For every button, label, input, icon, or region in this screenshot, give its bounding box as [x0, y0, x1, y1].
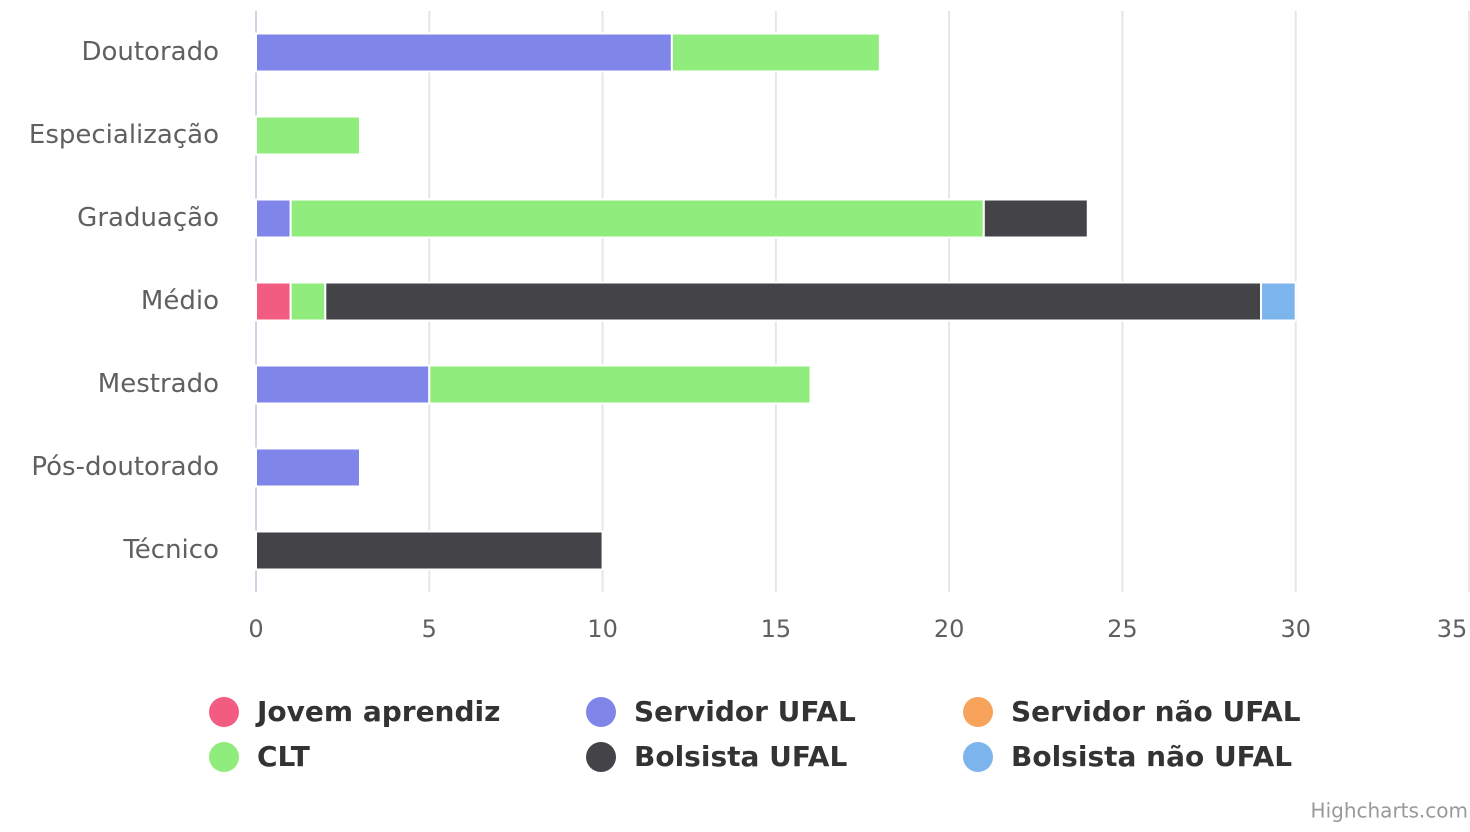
legend-label[interactable]: CLT — [257, 740, 310, 773]
credits[interactable]: Highcharts.com — [1311, 799, 1468, 823]
bar-segment — [1260, 281, 1297, 322]
x-tick-label: 30 — [1280, 615, 1311, 643]
legend-label[interactable]: Servidor não UFAL — [1011, 695, 1301, 728]
bar-segment — [255, 447, 361, 488]
y-tick-label: Doutorado — [81, 37, 219, 67]
bar-segment — [255, 530, 604, 571]
bar-segment — [982, 198, 1089, 239]
bar-segment — [255, 364, 431, 405]
bar-segment — [255, 281, 292, 322]
y-tick-label: Graduação — [77, 203, 219, 233]
legend-symbol[interactable] — [586, 697, 616, 727]
bar-segment — [289, 281, 327, 322]
y-tick-label: Médio — [141, 286, 219, 316]
bar-segment — [670, 32, 881, 73]
x-tick-label: 35 — [1437, 615, 1468, 643]
x-tick-label: 15 — [761, 615, 792, 643]
y-tick-label: Especialização — [29, 120, 219, 150]
legend-symbol[interactable] — [209, 697, 239, 727]
legend-label[interactable]: Bolsista UFAL — [634, 740, 847, 773]
x-tick-label: 20 — [934, 615, 965, 643]
legend-symbol[interactable] — [963, 742, 993, 772]
y-tick-label: Mestrado — [98, 369, 219, 399]
bar-segment — [255, 115, 361, 156]
x-tick-label: 10 — [587, 615, 618, 643]
legend-label[interactable]: Bolsista não UFAL — [1011, 740, 1292, 773]
bar-segment — [289, 198, 985, 239]
x-tick-label: 0 — [248, 615, 263, 643]
legend-symbol[interactable] — [209, 742, 239, 772]
bar-segment — [324, 281, 1263, 322]
legend-label[interactable]: Jovem aprendiz — [255, 695, 500, 728]
legend-symbol[interactable] — [963, 697, 993, 727]
x-tick-label: 5 — [422, 615, 437, 643]
bar-segment — [428, 364, 812, 405]
bar-segment — [255, 198, 292, 239]
legend-label[interactable]: Servidor UFAL — [634, 695, 856, 728]
legend-symbol[interactable] — [586, 742, 616, 772]
bar-segment — [255, 32, 673, 73]
x-tick-label: 25 — [1107, 615, 1138, 643]
y-tick-label: Técnico — [122, 535, 219, 565]
y-tick-label: Pós-doutorado — [31, 452, 219, 482]
